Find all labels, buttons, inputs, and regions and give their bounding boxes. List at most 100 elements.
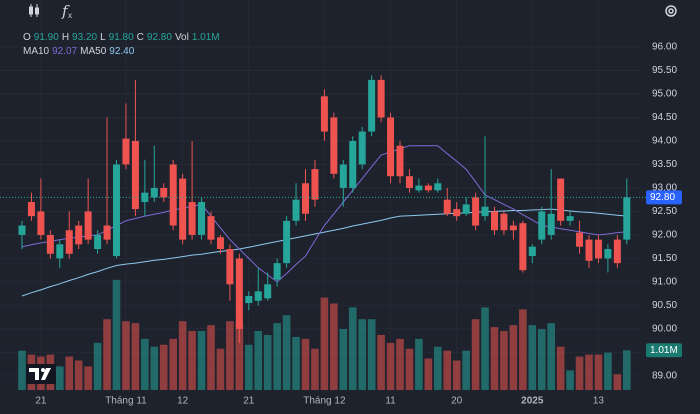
last-price-label: 92.80: [650, 192, 675, 203]
x-tick-label: Tháng 11: [105, 396, 147, 407]
volume-bar: [348, 307, 357, 390]
candle-body: [320, 96, 328, 132]
candle-body: [500, 213, 508, 231]
volume-bar: [481, 307, 489, 390]
legend-value: 1.01M: [191, 32, 220, 43]
candle-body: [37, 211, 45, 235]
candle-body: [538, 211, 546, 240]
volume-bar: [188, 331, 196, 390]
volume-bar: [311, 348, 319, 390]
candle-body: [84, 211, 92, 240]
legend-label: Vol: [174, 32, 189, 43]
volume-bar: [604, 352, 612, 390]
settings-icon[interactable]: [665, 5, 677, 17]
candle-body: [179, 178, 187, 240]
candle-body: [27, 202, 35, 217]
ma-value: 92.07: [52, 46, 78, 57]
y-tick-label: 94.50: [652, 112, 677, 123]
y-tick-label: 89.00: [652, 371, 677, 382]
ma-label: MA10: [23, 46, 50, 57]
volume-bar: [358, 319, 366, 390]
candle-body: [491, 211, 498, 231]
volume-bar: [519, 309, 527, 390]
candle-body: [434, 183, 442, 191]
candle-body: [264, 284, 272, 299]
candle-body: [405, 176, 413, 188]
volume-bar: [169, 338, 177, 390]
legend-value: 91.90: [33, 32, 59, 43]
volume-bar: [594, 354, 603, 390]
candle-body: [18, 225, 26, 235]
volume-bar: [339, 329, 348, 390]
candle-body: [576, 232, 584, 247]
candle-type-icon[interactable]: [29, 4, 39, 17]
candle-body: [75, 225, 83, 245]
volume-bar: [330, 303, 338, 390]
legend-label: H: [61, 32, 70, 43]
volume-bar: [585, 354, 593, 390]
y-tick-label: 95.50: [652, 65, 677, 76]
volume-bar: [292, 336, 300, 390]
y-tick-label: 96.00: [652, 42, 677, 53]
candle-body: [131, 140, 139, 210]
candle-body: [462, 204, 470, 214]
volume-bar: [462, 350, 470, 390]
volume-bar: [613, 374, 622, 390]
x-tick-label: Tháng 12: [303, 396, 346, 407]
volume-bar: [500, 331, 508, 390]
candle-body: [46, 234, 54, 254]
volume-bar: [556, 346, 565, 390]
volume-bar: [396, 338, 404, 390]
candle-body: [349, 140, 357, 188]
candle-layer: [18, 75, 631, 344]
y-tick-label: 91.50: [652, 253, 677, 264]
volume-bar: [74, 360, 83, 390]
candle-body: [150, 187, 158, 198]
candle-body: [519, 223, 527, 271]
volume-bar: [159, 344, 168, 390]
y-tick-label: 91.00: [652, 277, 677, 288]
volume-bar: [131, 323, 140, 390]
candle-body: [113, 164, 120, 257]
candle-body: [56, 244, 64, 259]
candle-body: [169, 164, 177, 226]
volume-bar: [282, 315, 291, 390]
volume-bar: [537, 329, 546, 390]
candle-body: [311, 169, 319, 200]
candle-body: [339, 164, 347, 188]
tradingview-logo: [26, 364, 56, 384]
volume-bar: [93, 342, 102, 390]
candle-body: [65, 230, 73, 254]
volume-bar: [150, 346, 159, 390]
indicator-icon[interactable]: f: [61, 2, 70, 20]
x-tick-label: 2025: [521, 396, 544, 407]
candle-body: [94, 234, 102, 250]
y-tick-label: 94.00: [652, 136, 677, 147]
x-tick-label: 13: [593, 396, 605, 407]
x-tick-label: 21: [243, 396, 255, 407]
volume-bar: [415, 338, 423, 390]
volume-bar: [235, 323, 244, 390]
x-tick-label: 12: [177, 396, 189, 407]
candle-body: [330, 117, 338, 174]
volume-bar: [263, 334, 272, 390]
candle-body: [594, 239, 602, 259]
volume-bar: [122, 321, 130, 390]
axes-layer: 89.0089.5090.0090.5091.0091.5092.0092.50…: [0, 42, 682, 407]
legend-value: 93.20: [72, 32, 98, 43]
y-tick-label: 90.50: [652, 300, 677, 311]
candle-body: [198, 202, 206, 235]
y-tick-label: 90.00: [652, 324, 677, 335]
volume-tag: [646, 343, 682, 358]
ma-line: [21, 208, 627, 297]
volume-bar: [405, 348, 414, 390]
candle-body: [415, 185, 423, 191]
volume-bar: [471, 319, 480, 390]
y-tick-label: 93.50: [652, 159, 677, 170]
candle-body: [235, 258, 243, 329]
candle-body: [387, 117, 395, 177]
y-tick-label: 95.00: [652, 89, 677, 100]
volume-bar: [386, 342, 395, 390]
